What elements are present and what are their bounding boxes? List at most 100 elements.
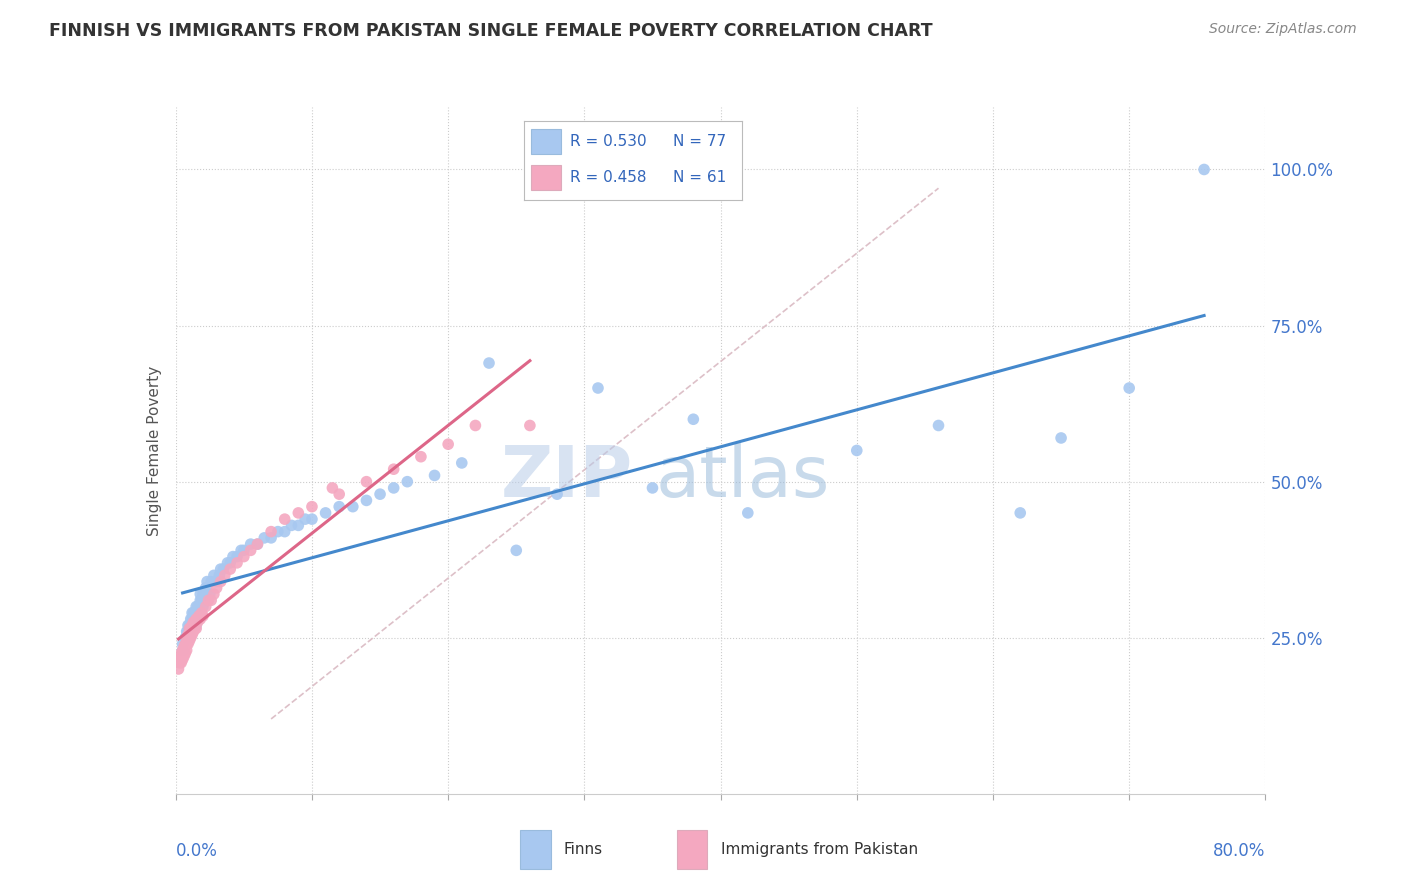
Point <box>190 606 212 620</box>
Text: atlas: atlas <box>655 443 830 512</box>
Text: R = 0.530: R = 0.530 <box>571 134 647 149</box>
Point <box>173 640 195 655</box>
Point <box>186 606 209 620</box>
Point <box>180 618 202 632</box>
Point <box>177 618 200 632</box>
Text: Finns: Finns <box>564 842 603 857</box>
Point <box>274 512 297 526</box>
Point <box>186 615 209 630</box>
Point <box>180 631 202 645</box>
Point <box>190 593 212 607</box>
Text: 80.0%: 80.0% <box>1213 842 1265 860</box>
Point <box>217 556 239 570</box>
Point <box>246 537 269 551</box>
Point <box>186 599 208 614</box>
Point <box>172 649 194 664</box>
Point <box>187 609 209 624</box>
Bar <box>520 830 551 869</box>
Bar <box>678 830 707 869</box>
Point <box>183 615 205 630</box>
Point <box>641 481 664 495</box>
Point <box>301 500 323 514</box>
Point <box>188 593 211 607</box>
Text: Immigrants from Pakistan: Immigrants from Pakistan <box>721 842 918 857</box>
Point <box>179 618 201 632</box>
Point <box>179 633 201 648</box>
Point <box>253 531 276 545</box>
Text: FINNISH VS IMMIGRANTS FROM PAKISTAN SINGLE FEMALE POVERTY CORRELATION CHART: FINNISH VS IMMIGRANTS FROM PAKISTAN SING… <box>49 22 932 40</box>
Point <box>176 637 198 651</box>
Point <box>280 518 302 533</box>
Point <box>1050 431 1073 445</box>
Point <box>181 618 204 632</box>
Point <box>301 512 323 526</box>
Point <box>212 562 235 576</box>
Point <box>328 500 350 514</box>
Point <box>170 656 193 670</box>
Point <box>183 612 205 626</box>
Point <box>287 506 309 520</box>
Point <box>232 549 254 564</box>
Point <box>167 662 190 676</box>
Point <box>198 587 221 601</box>
Point <box>1010 506 1032 520</box>
Point <box>226 556 249 570</box>
Point <box>176 631 198 645</box>
Point <box>186 618 208 632</box>
Point <box>260 531 283 545</box>
Point <box>179 631 201 645</box>
Point <box>208 568 231 582</box>
Point <box>183 606 205 620</box>
Text: Source: ZipAtlas.com: Source: ZipAtlas.com <box>1209 22 1357 37</box>
Point <box>193 593 215 607</box>
Point <box>180 612 202 626</box>
Text: R = 0.458: R = 0.458 <box>571 170 647 186</box>
Point <box>194 599 217 614</box>
Point <box>200 593 222 607</box>
Point <box>287 518 309 533</box>
Point <box>382 481 405 495</box>
Point <box>437 437 460 451</box>
Point <box>342 500 364 514</box>
Point <box>181 612 204 626</box>
Point <box>191 587 214 601</box>
Point <box>382 462 405 476</box>
Point <box>180 621 202 635</box>
Point <box>519 418 541 433</box>
Point <box>169 656 191 670</box>
Point <box>172 643 194 657</box>
Text: 0.0%: 0.0% <box>176 842 218 860</box>
Point <box>423 468 446 483</box>
Text: N = 61: N = 61 <box>672 170 725 186</box>
Point <box>172 646 194 660</box>
Point <box>172 637 194 651</box>
Point <box>173 649 195 664</box>
Point <box>315 506 337 520</box>
Point <box>195 574 218 589</box>
Point <box>179 621 201 635</box>
Point <box>396 475 419 489</box>
Point <box>274 524 297 539</box>
Point <box>183 624 205 639</box>
Point <box>226 549 249 564</box>
Point <box>239 543 262 558</box>
Point <box>209 574 232 589</box>
Point <box>246 537 269 551</box>
Point <box>1192 162 1215 177</box>
Point <box>172 643 194 657</box>
Point <box>464 418 486 433</box>
Point <box>219 562 242 576</box>
Point <box>187 599 209 614</box>
Point <box>205 581 228 595</box>
Point <box>239 537 262 551</box>
Point <box>294 512 316 526</box>
Text: N = 77: N = 77 <box>672 134 725 149</box>
Point <box>179 624 201 639</box>
Point <box>176 643 198 657</box>
Point <box>219 556 242 570</box>
Point <box>478 356 501 370</box>
Point <box>737 506 759 520</box>
Point <box>197 593 219 607</box>
Point <box>179 628 201 642</box>
Point <box>173 643 195 657</box>
